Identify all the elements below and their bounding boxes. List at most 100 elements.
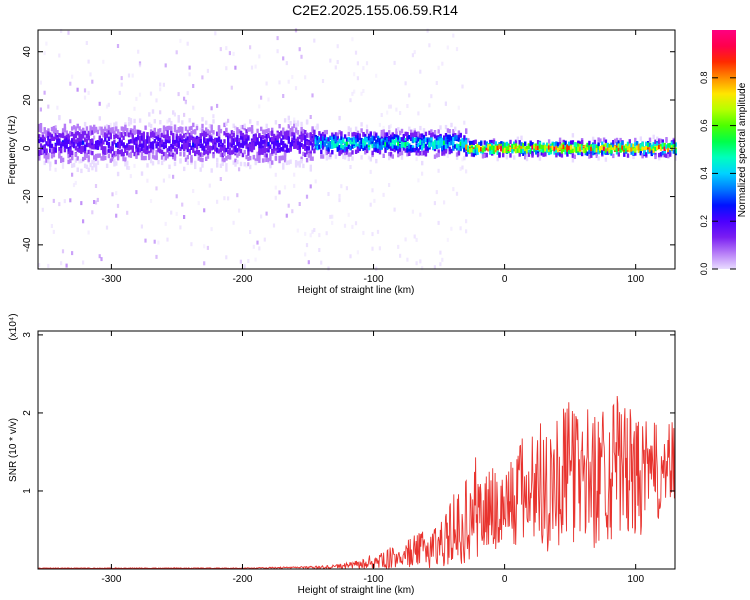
spectrogram-cell (166, 138, 169, 144)
spectrogram-cell (205, 130, 208, 135)
spectrogram-cell (129, 174, 132, 179)
spectrogram-cell (208, 123, 212, 129)
spectrogram-cell (83, 144, 87, 149)
spectrogram-cell (72, 125, 76, 130)
snr-x-ticks: -300 -200 -100 0 100 (101, 331, 644, 585)
spectrogram-cell (120, 141, 123, 146)
spectrogram-cell (190, 135, 193, 141)
spectrogram-cell (76, 142, 79, 147)
spectrogram-cell (186, 147, 189, 153)
spectrogram-cell (208, 133, 212, 139)
spectrogram-cell (342, 145, 345, 150)
spectrogram-cell (591, 150, 595, 156)
spectrogram-cell (560, 149, 564, 154)
spectrogram-cell (601, 141, 604, 146)
spectrogram-cell (100, 142, 103, 147)
spectrogram-cell (274, 140, 278, 146)
spectrogram-cell (78, 141, 81, 146)
spectrogram-cell (566, 147, 569, 152)
spectrogram-cell (164, 126, 167, 132)
spectrogram-cell (201, 75, 204, 80)
spectrogram-cell (371, 232, 374, 237)
spectrogram-cell (155, 186, 158, 191)
spectrogram-cell (529, 141, 532, 147)
spectrogram-cell (443, 200, 446, 205)
spectrogram-cell (540, 151, 543, 156)
spectrogram-cell (358, 133, 361, 138)
spectrogram-cell (49, 143, 52, 148)
spectrogram-cell (428, 43, 431, 48)
spectrogram-cell (349, 165, 352, 169)
spectrogram-cell (137, 150, 140, 156)
spectrogram-cell (626, 153, 630, 158)
spectrogram-cell (309, 153, 312, 158)
spectrogram-cell (39, 123, 43, 128)
spectrogram-cell (410, 144, 413, 150)
spectrogram-cell (271, 130, 274, 135)
spectrogram-cell (120, 76, 123, 81)
spectrogram-cell (93, 124, 96, 130)
spectrogram-cell (296, 136, 300, 142)
spectrogram-cell (247, 259, 250, 263)
spectrogram-cell (127, 132, 131, 138)
spectrogram-cell (91, 145, 94, 150)
spectrogram-cell (294, 144, 298, 149)
spectrogram-cell (194, 143, 197, 148)
spectrogram-cell (82, 219, 85, 224)
spectrogram-cell (216, 103, 219, 108)
spectrogram-cell (293, 183, 296, 188)
spectrogram-cell (481, 145, 485, 150)
spectrogram-cell (252, 244, 255, 249)
spectrogram-cell (505, 148, 509, 154)
spectrogram-cell (300, 159, 303, 164)
spectrogram-cell (256, 151, 259, 157)
spectrogram-cell (580, 139, 584, 145)
spectrogram-cell (617, 143, 620, 148)
spectrogram-cell (502, 141, 505, 147)
spectrogram-cell (87, 157, 90, 162)
spectrogram-cell (612, 153, 615, 159)
spectrogram-cell (115, 213, 118, 218)
spectrogram-cell (491, 139, 494, 145)
spectrogram-cell (389, 123, 392, 128)
spectrogram-cell (378, 141, 382, 146)
spectrogram-cell (507, 143, 510, 148)
spectrogram-cell (74, 146, 78, 151)
spectrogram-cell (239, 135, 243, 140)
spectrogram-cell (129, 120, 133, 125)
spectrogram-cell (531, 153, 534, 158)
spectrogram-cell (50, 136, 54, 141)
spectrogram-cell (133, 130, 136, 135)
spectrogram-cell (386, 137, 389, 143)
spectrogram-cell (225, 66, 228, 71)
spectrogram-cell (227, 118, 230, 123)
spectrogram-cell (632, 154, 635, 160)
spectrogram-cell (168, 146, 171, 152)
spectrogram-cell (555, 148, 558, 154)
spectrogram-cell (489, 143, 492, 149)
spectrogram-cell (71, 139, 74, 144)
spectrogram-cell (518, 152, 521, 157)
spectrogram-cell (569, 148, 573, 154)
spectrogram-cell (239, 125, 243, 130)
spectrogram-cell (496, 156, 499, 162)
spectrogram-cell (441, 137, 444, 143)
spectrogram-cell (455, 146, 459, 151)
spectrogram-cell (205, 120, 208, 125)
spectrogram-cell (661, 150, 664, 156)
spectrogram-cell (362, 89, 365, 93)
spectrogram-cell (216, 199, 219, 204)
spectrogram-cell (450, 226, 453, 231)
spectrogram-cell (437, 168, 440, 173)
spectrogram-cell (300, 131, 303, 136)
spectrogram-cell (50, 224, 53, 228)
spectrogram-cell (58, 115, 61, 121)
spectrogram-cell (172, 154, 175, 160)
spectrogram-cell (181, 202, 184, 207)
spectrogram-cell (544, 147, 547, 152)
spectrogram-cell (225, 132, 228, 138)
spectrogram-cell (221, 161, 224, 166)
spectrogram-cell (331, 220, 334, 225)
spectrogram-cell (406, 131, 409, 137)
spectrogram-cell (302, 163, 305, 169)
